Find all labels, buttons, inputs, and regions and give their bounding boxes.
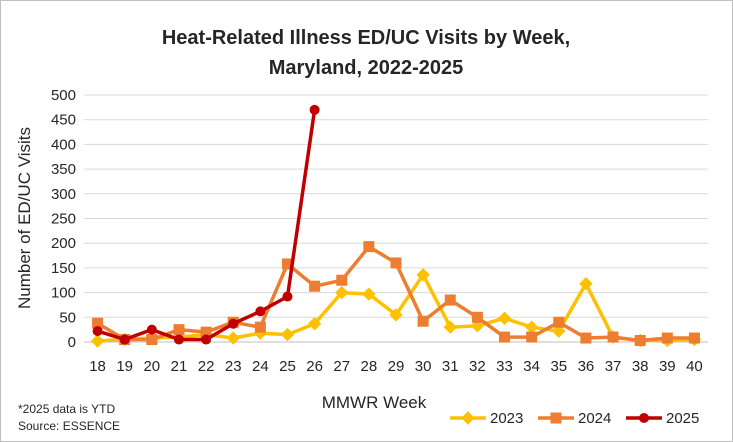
data-point xyxy=(228,318,239,329)
data-point xyxy=(416,268,430,282)
x-tick-label: 37 xyxy=(605,358,622,375)
data-point xyxy=(309,280,321,292)
data-point xyxy=(146,334,158,346)
data-point xyxy=(417,315,429,327)
chart-subtitle: Maryland, 2022-2025 xyxy=(269,57,464,79)
data-point xyxy=(688,332,700,344)
legend-label: 2024 xyxy=(578,410,611,427)
series-layer xyxy=(90,104,702,348)
legend-marker xyxy=(639,413,649,423)
ytd-note: *2025 data is YTD xyxy=(18,402,116,416)
x-tick-labels: 18 19 20 21 22 23 24 25 26 27 28 29 30 31 32 33 34 35 36 37… xyxy=(89,358,703,375)
x-tick-label: 34 xyxy=(523,358,540,375)
x-tick-label: 25 xyxy=(279,358,296,375)
x-axis-title: MMWR Week xyxy=(322,393,427,412)
data-point xyxy=(173,334,184,345)
data-point xyxy=(280,327,295,342)
x-tick-label: 31 xyxy=(442,358,459,375)
data-point xyxy=(553,316,565,328)
data-point xyxy=(307,317,322,331)
data-point xyxy=(146,324,157,335)
data-point xyxy=(362,287,376,301)
data-point xyxy=(335,285,349,300)
x-tick-label: 21 xyxy=(171,358,188,375)
y-tick-labels: 0 50 100 150 200 250 300 350 400 450 500 xyxy=(51,87,76,351)
y-tick-label: 150 xyxy=(51,260,76,277)
data-point xyxy=(363,241,375,253)
data-point xyxy=(254,321,266,333)
data-point xyxy=(661,332,673,344)
x-tick-label: 23 xyxy=(225,358,242,375)
data-point xyxy=(282,291,293,302)
x-tick-label: 19 xyxy=(116,358,133,375)
data-point xyxy=(524,320,539,334)
y-tick-label: 50 xyxy=(59,309,76,326)
data-point xyxy=(173,324,185,336)
x-tick-label: 30 xyxy=(415,358,432,375)
series-2025 xyxy=(92,104,320,345)
legend: 2023 2024 2025 xyxy=(450,410,699,427)
gridlines xyxy=(84,94,708,318)
data-point xyxy=(390,257,402,269)
x-tick-label: 27 xyxy=(333,358,350,375)
x-tick-label: 33 xyxy=(496,358,513,375)
x-tick-label: 28 xyxy=(361,358,378,375)
legend-label: 2023 xyxy=(490,410,523,427)
data-point xyxy=(579,277,593,291)
data-point xyxy=(526,331,538,343)
data-point xyxy=(201,334,212,345)
y-axis-title: Number of ED/UC Visits xyxy=(15,127,34,309)
x-tick-label: 26 xyxy=(306,358,323,375)
data-point xyxy=(255,306,266,317)
data-point xyxy=(634,335,646,347)
y-tick-label: 250 xyxy=(51,211,76,228)
y-tick-label: 400 xyxy=(51,136,76,153)
x-tick-label: 32 xyxy=(469,358,486,375)
source-note: Source: ESSENCE xyxy=(18,419,120,433)
y-tick-label: 300 xyxy=(51,186,76,203)
x-tick-label: 24 xyxy=(252,358,269,375)
x-tick-label: 39 xyxy=(659,358,676,375)
data-point xyxy=(580,332,592,344)
y-tick-label: 500 xyxy=(51,87,76,104)
x-tick-label: 40 xyxy=(686,358,703,375)
data-point xyxy=(499,331,511,343)
data-point xyxy=(336,274,348,286)
data-point xyxy=(552,324,566,338)
chart-title: Heat-Related Illness ED/UC Visits by Wee… xyxy=(162,27,570,49)
data-point xyxy=(119,334,130,345)
legend-label: 2025 xyxy=(666,410,699,427)
data-point xyxy=(92,326,103,337)
y-tick-label: 450 xyxy=(51,112,76,129)
x-tick-label: 29 xyxy=(388,358,405,375)
data-point xyxy=(90,334,105,348)
legend-marker xyxy=(550,412,562,424)
y-tick-label: 200 xyxy=(51,235,76,252)
x-tick-label: 18 xyxy=(89,358,106,375)
data-point xyxy=(443,320,457,334)
y-tick-label: 100 xyxy=(51,285,76,302)
data-point xyxy=(607,331,619,343)
x-tick-label: 35 xyxy=(550,358,567,375)
y-tick-label: 0 xyxy=(68,334,76,351)
y-tick-label: 350 xyxy=(51,161,76,178)
x-tick-label: 20 xyxy=(143,358,160,375)
legend-marker xyxy=(461,411,475,425)
series-2024 xyxy=(92,241,700,347)
data-point xyxy=(226,331,240,345)
data-point xyxy=(389,308,403,322)
x-tick-label: 36 xyxy=(578,358,595,375)
data-point xyxy=(497,311,512,325)
data-point xyxy=(471,311,483,323)
x-tick-label: 38 xyxy=(632,358,649,375)
data-point xyxy=(309,104,320,115)
data-point xyxy=(444,294,456,306)
x-tick-label: 22 xyxy=(198,358,215,375)
